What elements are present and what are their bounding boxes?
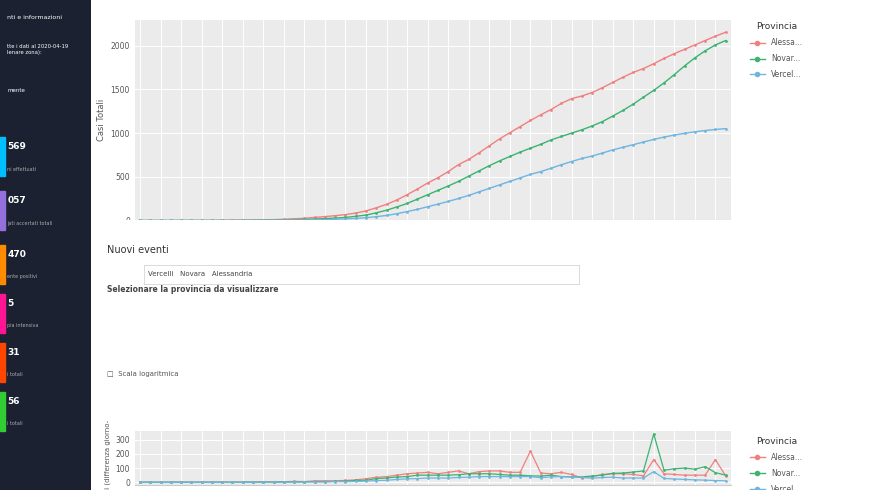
- Y-axis label: Casi Totali (differenza giorno-giorno): Casi Totali (differenza giorno-giorno): [104, 394, 111, 490]
- Text: 31: 31: [7, 348, 20, 357]
- Legend: Alessa..., Novar..., Vercel...: Alessa..., Novar..., Vercel...: [746, 434, 805, 490]
- Text: ni effettuati: ni effettuati: [7, 167, 36, 172]
- X-axis label: Data: Data: [422, 247, 442, 256]
- Y-axis label: Casi Totali: Casi Totali: [97, 99, 106, 141]
- Text: jati accertati totali: jati accertati totali: [7, 220, 52, 225]
- Text: ente positivi: ente positivi: [7, 274, 37, 279]
- Text: Vercelli   Novara   Alessandria: Vercelli Novara Alessandria: [148, 271, 252, 277]
- Text: 569: 569: [7, 142, 26, 151]
- Bar: [0, 343, 4, 382]
- Bar: [0, 137, 4, 176]
- Bar: [0, 294, 4, 333]
- Text: 470: 470: [7, 250, 26, 259]
- Text: tte i dati al 2020-04-19
lenare zona):: tte i dati al 2020-04-19 lenare zona):: [7, 44, 69, 55]
- Bar: [0, 245, 4, 284]
- Text: pia intensiva: pia intensiva: [7, 323, 38, 328]
- Text: Nuovi eventi: Nuovi eventi: [107, 245, 169, 255]
- Text: nti e informazioni: nti e informazioni: [7, 15, 63, 20]
- Text: □  Scala logaritmica: □ Scala logaritmica: [107, 371, 178, 377]
- Legend: Alessa..., Novar..., Vercel...: Alessa..., Novar..., Vercel...: [746, 20, 805, 82]
- Text: mente: mente: [7, 88, 25, 93]
- Text: 56: 56: [7, 397, 20, 406]
- Bar: [0, 191, 4, 230]
- Text: Selezionare la provincia da visualizzare: Selezionare la provincia da visualizzare: [107, 285, 278, 294]
- Text: i totali: i totali: [7, 372, 23, 377]
- Text: i totali: i totali: [7, 421, 23, 426]
- Text: 5: 5: [7, 299, 14, 308]
- Bar: [0, 392, 4, 431]
- Text: 057: 057: [7, 196, 26, 205]
